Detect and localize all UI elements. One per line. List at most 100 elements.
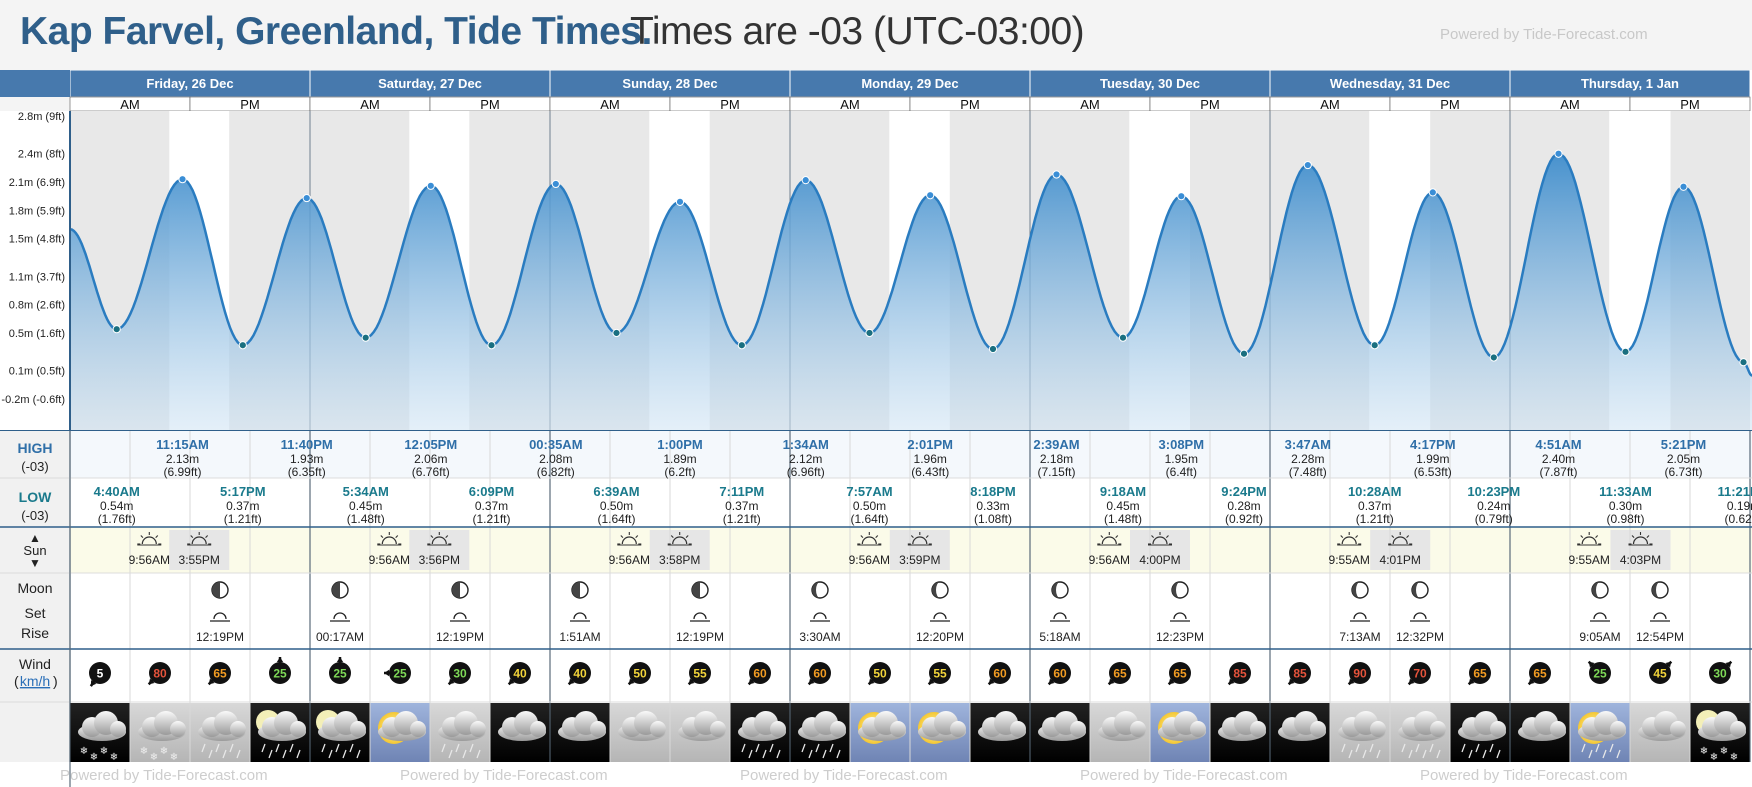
wind-indicator: 60 — [987, 662, 1011, 686]
am-pm-label: PM — [1440, 97, 1460, 112]
wind-indicator: 50 — [867, 662, 891, 686]
high-tide-meters: 2.28m — [1291, 452, 1324, 466]
wind-unit-paren-close: ) — [53, 673, 58, 689]
powered-by-footer[interactable]: Powered by Tide-Forecast.com — [400, 767, 608, 784]
weather-cloud — [618, 711, 666, 741]
high-tide-time: 12:05PM — [404, 437, 457, 452]
page-title: Kap Farvel, Greenland, Tide Times. — [20, 10, 652, 53]
low-tide-point — [1118, 333, 1128, 342]
svg-text:❄: ❄ — [110, 752, 118, 763]
wind-arrow-head-icon — [748, 678, 755, 685]
sunrise-time: 9:56AM — [609, 553, 650, 567]
wind-indicator: 80 — [147, 662, 171, 686]
am-pm-label: PM — [240, 97, 260, 112]
am-pm-label: PM — [1200, 97, 1220, 112]
wind-arrow-head-icon — [1468, 678, 1475, 685]
wind-speed: 30 — [1713, 667, 1727, 681]
high-tide-feet: (6.82ft) — [537, 465, 575, 479]
powered-by-footer[interactable]: Powered by Tide-Forecast.com — [60, 767, 268, 784]
weather-rain — [1461, 743, 1501, 759]
weather-cloud — [798, 711, 846, 741]
high-tide-meters: 1.99m — [1416, 452, 1449, 466]
high-tide-feet: (6.4ft) — [1166, 465, 1197, 479]
weather-cloud — [318, 711, 366, 741]
moonrise-time: 12:32PM — [1396, 630, 1444, 644]
weather-cloud — [378, 711, 426, 741]
weather-cloud — [1398, 711, 1446, 741]
powered-by-footer[interactable]: Powered by Tide-Forecast.com — [1420, 767, 1628, 784]
low-tide-point — [865, 328, 874, 338]
moon-phase-icon — [331, 581, 349, 599]
wind-speed-badge — [1709, 662, 1731, 684]
weather-cloud — [198, 711, 246, 741]
cloud-icon — [670, 703, 730, 762]
wind-speed-badge — [1229, 662, 1251, 684]
high-tide-feet: (6.2ft) — [664, 465, 695, 479]
low-tide-feet: (1.48ft) — [347, 512, 385, 526]
high-tide-time: 11:15AM — [156, 437, 209, 452]
high-tide-time: 4:17PM — [1410, 437, 1456, 452]
weather-rain — [201, 743, 241, 759]
wind-indicator: 90 — [1347, 662, 1371, 686]
cloud-rain-night-icon — [1450, 703, 1510, 762]
powered-by-footer[interactable]: Powered by Tide-Forecast.com — [1080, 767, 1288, 784]
sun-cloud-icon — [910, 703, 970, 762]
wind-speed-badge — [509, 662, 531, 684]
powered-by-top[interactable]: Powered by Tide-Forecast.com — [1440, 26, 1648, 43]
weather-cloud — [258, 711, 306, 741]
sun-row-label: Sun — [23, 543, 46, 558]
moonrise-icon — [570, 612, 590, 622]
wind-indicator: 70 — [1407, 662, 1431, 686]
high-tide-feet: (6.99ft) — [163, 465, 201, 479]
am-pm-label: AM — [120, 97, 140, 112]
cloud-rain-icon — [430, 703, 490, 762]
am-pm-label: AM — [1080, 97, 1100, 112]
moon-phase-icon — [811, 581, 829, 599]
low-tide-feet: (1.64ft) — [850, 512, 888, 526]
y-axis-tick-label: -0.2m (-0.6ft) — [1, 394, 65, 406]
moonrise-icon — [930, 612, 950, 622]
high-tide-point — [1554, 149, 1563, 158]
high-tide-point — [551, 179, 560, 189]
weather-rain — [441, 743, 481, 759]
low-tide-time: 9:24PM — [1221, 484, 1267, 499]
high-tide-time: 2:39AM — [1033, 437, 1079, 452]
wind-arrow-head-icon — [1168, 678, 1175, 685]
low-tide-time: 5:17PM — [220, 484, 266, 499]
low-tide-meters: 0.37m — [475, 499, 508, 513]
high-tide-feet: (7.48ft) — [1289, 465, 1327, 479]
wind-speed-badge — [1529, 662, 1551, 684]
sun-horizon-icon — [617, 532, 642, 546]
wind-arrow-head-icon — [1528, 678, 1535, 685]
high-tide-point — [1177, 192, 1186, 201]
high-tide-feet: (7.15ft) — [1037, 465, 1075, 479]
wind-unit-link[interactable]: km/h — [20, 673, 50, 689]
low-tide-feet: (1.76ft) — [98, 512, 136, 526]
low-tide-point — [238, 341, 247, 350]
moon-phase-icon — [1411, 581, 1429, 599]
wind-speed: 30 — [453, 667, 467, 681]
weather-cloud — [978, 711, 1026, 741]
high-tide-feet: (6.43ft) — [911, 465, 949, 479]
sunrise-time: 9:56AM — [129, 553, 170, 567]
wind-arrow-head-icon — [628, 678, 635, 685]
cloud-night-icon — [550, 703, 610, 762]
corner-band — [0, 70, 70, 97]
powered-by-footer[interactable]: Powered by Tide-Forecast.com — [740, 767, 948, 784]
low-tide-meters: 0.45m — [349, 499, 382, 513]
low-tide-time: 10:28AM — [1348, 484, 1401, 499]
high-tide-feet: (6.35ft) — [288, 465, 326, 479]
high-tide-meters: 2.18m — [1040, 452, 1073, 466]
low-row-label: LOW — [19, 489, 52, 505]
moon-cloud-rain-icon — [250, 703, 310, 762]
sun-horizon-icon — [907, 532, 932, 546]
wind-arrow-head-icon — [148, 678, 155, 685]
svg-text:❄: ❄ — [1710, 752, 1718, 763]
moonrise-time: 5:18AM — [1039, 630, 1080, 644]
wind-speed-badge — [269, 662, 291, 684]
wind-arrow-head-icon — [384, 669, 390, 677]
low-tide-time: 7:11PM — [719, 484, 764, 499]
am-pm-band: AM PM AM PM AM PM AM PM AM PM AM PM AM PM — [69, 96, 1751, 112]
wind-arrow-head-icon — [336, 657, 344, 663]
tide-area — [70, 153, 1752, 431]
